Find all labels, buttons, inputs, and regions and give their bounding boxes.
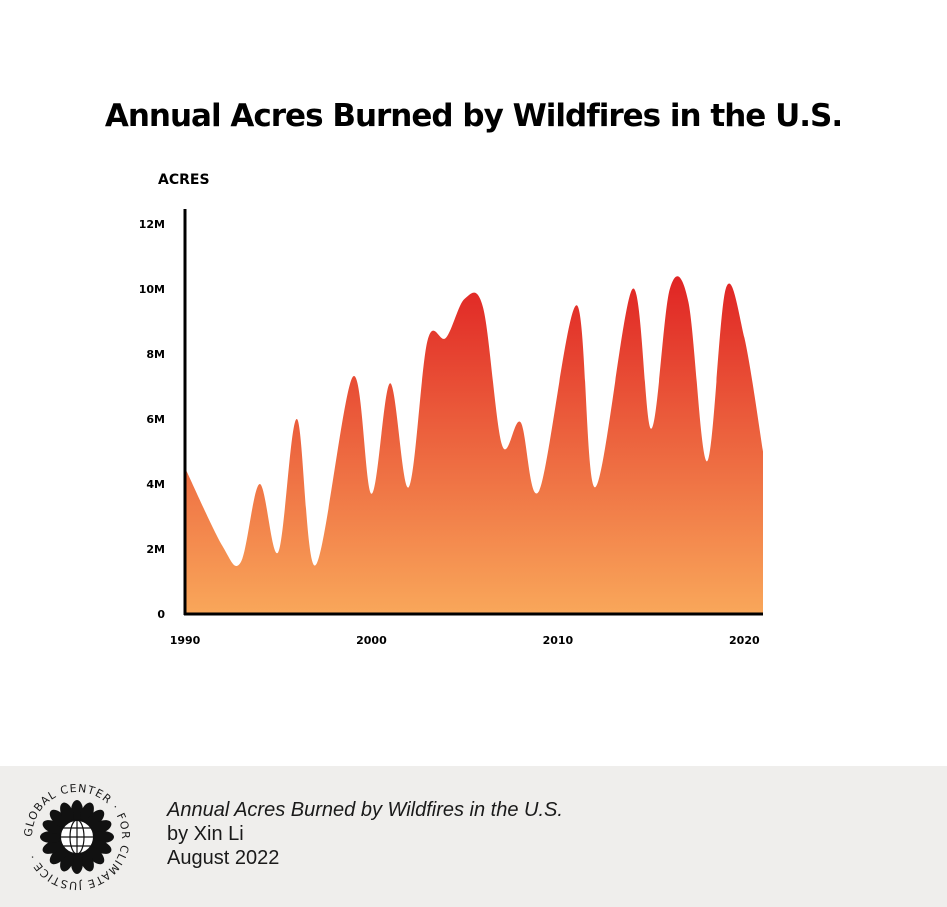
y-axis-label: ACRES <box>158 172 210 188</box>
x-tick-label: 2020 <box>729 634 760 647</box>
x-tick-label: 1990 <box>170 634 201 647</box>
footer: GLOBAL CENTER · FOR CLIMATE JUSTICE · An… <box>0 766 947 907</box>
footer-date: August 2022 <box>167 847 280 869</box>
y-tick-label: 0 <box>157 608 165 621</box>
y-tick-label: 8M <box>146 348 165 361</box>
global-center-logo: GLOBAL CENTER · FOR CLIMATE JUSTICE · <box>22 782 131 892</box>
footer-author: by Xin Li <box>167 823 244 845</box>
footer-title: Annual Acres Burned by Wildfires in the … <box>167 799 563 821</box>
x-axis-ticks: 1990 2000 2010 2020 <box>170 634 760 647</box>
y-tick-label: 2M <box>146 543 165 556</box>
y-tick-label: 10M <box>139 283 165 296</box>
x-tick-label: 2000 <box>356 634 387 647</box>
series-area <box>185 276 763 614</box>
chart: ACRES 1990 2000 2010 2020 0 2M 4M 6M 8M 10M 12M <box>139 172 763 647</box>
y-tick-label: 4M <box>146 478 165 491</box>
y-tick-label: 12M <box>139 218 165 231</box>
y-axis-ticks: 0 2M 4M 6M 8M 10M 12M <box>139 218 166 621</box>
y-tick-label: 6M <box>146 413 165 426</box>
chart-title: Annual Acres Burned by Wildfires in the … <box>104 98 843 134</box>
plot-area <box>183 209 763 616</box>
x-tick-label: 2010 <box>543 634 574 647</box>
